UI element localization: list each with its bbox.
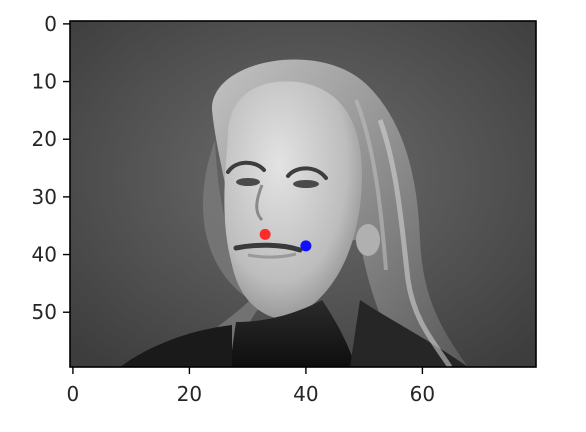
- y-tick-label: 50: [32, 300, 57, 324]
- y-tick-label: 0: [44, 12, 57, 36]
- y-tick-label: 10: [32, 70, 57, 94]
- y-tick-label: 30: [32, 185, 57, 209]
- portrait-image: [120, 59, 468, 367]
- y-tick-label: 20: [32, 127, 57, 151]
- image-area: [70, 21, 536, 367]
- data-point-2: [300, 240, 312, 252]
- x-axis: 0 20 40 60: [67, 367, 435, 406]
- x-tick-label: 20: [177, 382, 202, 406]
- y-axis: 0 10 20 30 40 50: [32, 12, 70, 324]
- data-point-1: [259, 228, 271, 240]
- plot-frame: [69, 20, 537, 368]
- x-tick-label: 60: [410, 382, 435, 406]
- x-tick-label: 40: [293, 382, 318, 406]
- x-tick-label: 0: [67, 382, 80, 406]
- scatter-points: [259, 228, 312, 252]
- y-tick-label: 40: [32, 243, 57, 267]
